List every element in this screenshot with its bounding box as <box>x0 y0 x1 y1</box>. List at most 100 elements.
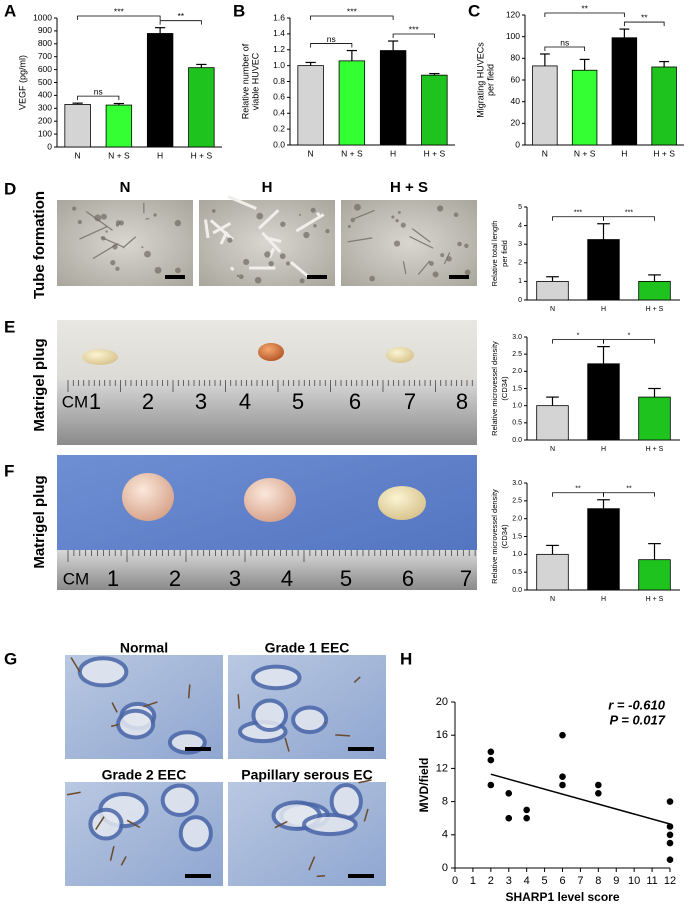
x-tick-label: 6 <box>559 875 565 887</box>
y-tick-label: 3.0 <box>512 334 522 341</box>
ruler-label: 4 <box>281 566 293 591</box>
significance-label: ns <box>94 86 103 96</box>
y-tick-label: 1.5 <box>512 385 522 392</box>
x-tick-label: N + S <box>108 150 130 160</box>
significance-bracket <box>544 12 625 17</box>
tube-image <box>199 200 335 286</box>
significance-bracket <box>552 492 604 497</box>
significance-label: *** <box>114 6 125 16</box>
vessel <box>110 723 119 728</box>
y-axis-title: Relative number of <box>240 43 250 119</box>
y-axis-title: Migrating HUVECs <box>475 42 485 118</box>
panel-label: D <box>4 179 16 198</box>
y-tick-label: 2 <box>518 260 522 267</box>
vessel <box>120 856 127 866</box>
tube <box>227 195 257 210</box>
y-tick-label: 40 <box>511 96 521 106</box>
significance-label: *** <box>347 6 358 16</box>
y-tick-label: 0.0 <box>512 437 522 444</box>
y-tick-label: 8 <box>442 796 448 808</box>
tube <box>411 228 431 243</box>
y-tick-label: 0.0 <box>273 139 285 149</box>
x-axis-title: SHARP1 level score <box>505 890 619 904</box>
ruler-label: 4 <box>239 389 251 414</box>
cell <box>285 261 290 266</box>
cell <box>268 260 274 267</box>
bar <box>536 280 569 301</box>
bar <box>587 239 620 301</box>
cell <box>280 221 286 227</box>
y-axis-title: viable HUVEC <box>250 52 260 110</box>
point <box>559 781 566 789</box>
y-tick-label: 16 <box>436 729 448 741</box>
x-tick-label: H + S <box>646 596 664 603</box>
x-tick-label: 8 <box>595 875 601 887</box>
significance-label: ** <box>581 3 588 13</box>
cell <box>110 260 116 266</box>
y-tick-label: 5 <box>518 204 522 211</box>
cell <box>174 219 182 227</box>
significance-bracket <box>603 492 655 497</box>
y-tick-label: 400 <box>38 90 52 100</box>
ruler-label: 2 <box>142 389 154 414</box>
significance-label: ns <box>327 34 336 44</box>
point <box>666 839 674 847</box>
y-tick-label: 12 <box>436 762 448 774</box>
significance-bracket <box>603 216 655 221</box>
y-tick-label: 120 <box>506 9 520 19</box>
cell <box>457 241 462 247</box>
vessel <box>274 820 288 829</box>
bar <box>297 65 324 146</box>
y-tick-label: 500 <box>38 77 52 87</box>
cell <box>354 203 361 211</box>
bar <box>105 104 133 148</box>
y-axis-title: Relative total length <box>490 221 499 287</box>
y-tick-label: 0.2 <box>273 123 285 133</box>
tube <box>268 247 276 259</box>
gland <box>251 698 289 732</box>
plug <box>244 478 296 522</box>
cell <box>429 261 434 266</box>
plug <box>82 349 118 365</box>
cell <box>400 222 406 228</box>
y-axis-title: (CD34) <box>500 524 509 549</box>
x-tick-label: N <box>308 148 314 158</box>
y-tick-label: 200 <box>38 115 52 125</box>
x-tick-label: 5 <box>542 875 548 887</box>
bar <box>587 508 620 591</box>
x-tick-label: H + S <box>424 148 446 158</box>
cell <box>105 230 108 233</box>
cell <box>393 240 401 247</box>
vessel <box>187 684 191 699</box>
y-tick-label: 0.5 <box>512 420 522 427</box>
ruler-label: 5 <box>292 389 304 414</box>
image-title: Normal <box>120 640 168 656</box>
significance-label: ** <box>177 11 184 21</box>
gland <box>302 812 358 837</box>
ruler-label: 5 <box>340 566 352 591</box>
significance-label: ns <box>560 37 569 47</box>
bar <box>338 60 366 146</box>
bar <box>638 280 671 301</box>
y-axis-title: VEGF (pg/ml) <box>17 55 27 110</box>
ruler-label: 8 <box>456 389 468 414</box>
stat-annotation: r = -0.610 <box>608 697 666 712</box>
point <box>505 814 513 822</box>
y-tick-label: 100 <box>506 31 520 41</box>
cell <box>112 244 118 250</box>
tube <box>209 219 235 241</box>
significance-bracket <box>77 95 120 101</box>
y-tick-label: 0.4 <box>273 108 285 118</box>
scale-bar <box>165 275 185 279</box>
vessel <box>316 875 326 878</box>
cell <box>446 256 452 262</box>
y-tick-label: 0 <box>515 139 520 149</box>
panel-label: B <box>233 1 245 20</box>
cell <box>144 250 151 258</box>
tube <box>122 236 137 249</box>
scale-bar <box>348 874 374 878</box>
bar <box>651 66 677 146</box>
image-title: Grade 2 EEC <box>102 767 187 783</box>
y-tick-label: 2.5 <box>512 351 522 358</box>
